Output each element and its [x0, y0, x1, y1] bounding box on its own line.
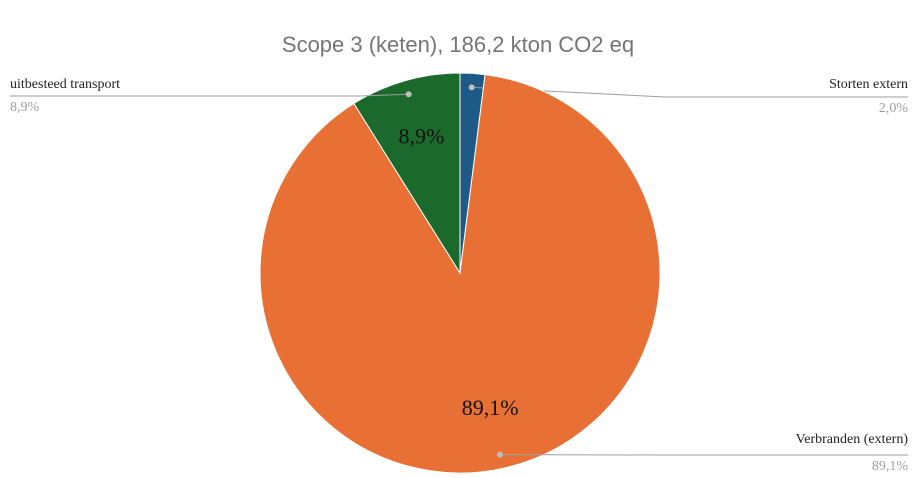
leader-dot	[405, 91, 412, 98]
legend-label: uitbesteed transport	[10, 77, 120, 92]
slice-label: 8,9%	[398, 123, 444, 148]
slice-label: 89,1%	[462, 395, 519, 420]
legend-label: Verbranden (extern)	[796, 432, 909, 447]
chart-title: Scope 3 (keten), 186,2 kton CO2 eq	[282, 32, 634, 57]
legend-value: 2,0%	[879, 101, 909, 116]
legend-value: 89,1%	[872, 459, 909, 474]
leader-line	[10, 93, 409, 97]
leader-dot	[497, 451, 504, 458]
pie-slice	[353, 72, 461, 275]
legend-value: 8,9%	[10, 100, 40, 115]
leader-dot	[468, 84, 475, 91]
legend-label: Storten extern	[829, 77, 908, 92]
